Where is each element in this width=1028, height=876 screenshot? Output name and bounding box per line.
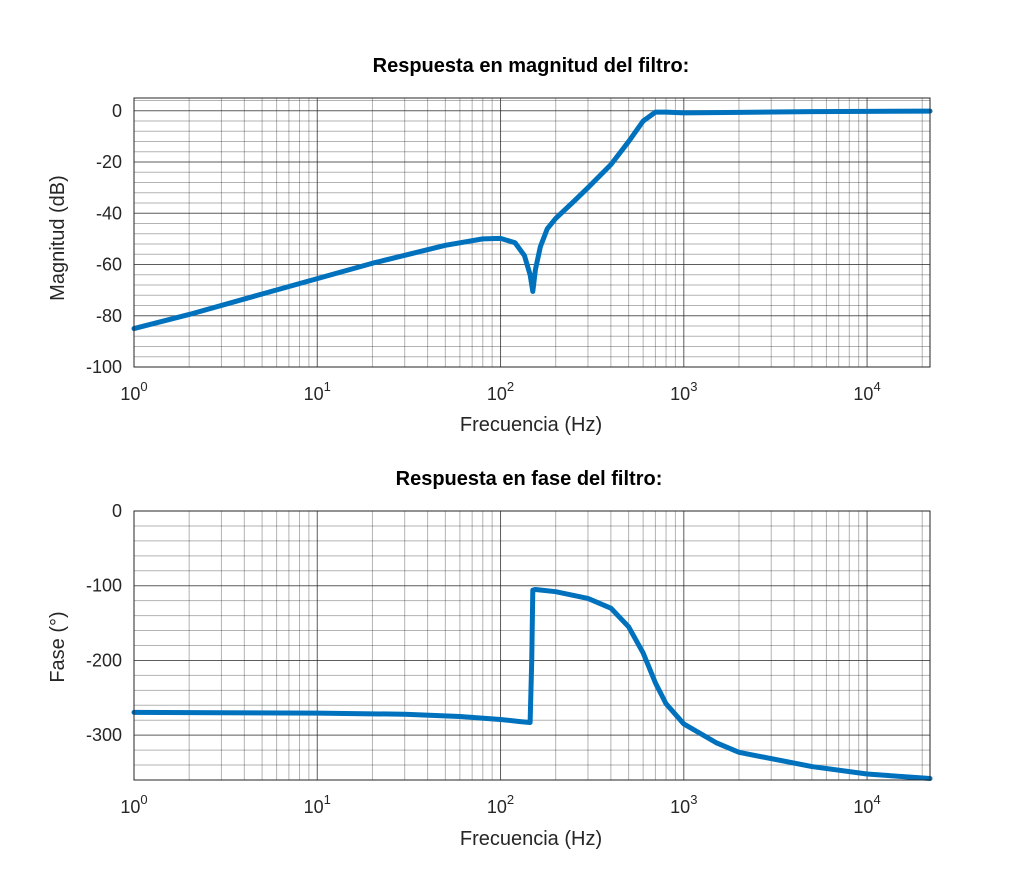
- phase-x-tick-label: 103: [670, 792, 697, 817]
- phase-y-ticks: 0 -100 -200 -300: [86, 501, 122, 745]
- phase-series: [131, 586, 933, 782]
- phase-x-tick-label: 101: [304, 792, 331, 817]
- magnitude-x-tick-label: 101: [304, 379, 331, 404]
- magnitude-y-ticks: 0 -20 -40 -60 -80 -100: [86, 101, 122, 377]
- magnitude-x-tick-label: 102: [487, 379, 514, 404]
- magnitude-x-tick-label: 103: [670, 379, 697, 404]
- phase-plot-title: Respuesta en fase del filtro:: [396, 468, 663, 490]
- magnitude-x-tick-label: 100: [120, 379, 147, 404]
- phase-axes-frame: [133, 510, 931, 781]
- magnitude-y-tick-label: -80: [96, 306, 122, 326]
- phase-y-tick-label: 0: [112, 501, 122, 521]
- magnitude-series: [131, 108, 933, 332]
- phase-x-ticks: 100 101 102 103 104: [120, 792, 880, 817]
- magnitude-y-tick-label: -40: [96, 203, 122, 223]
- phase-series-line: [131, 586, 933, 782]
- phase-y-tick-label: -300: [86, 725, 122, 745]
- magnitude-plot: Respuesta en magnitud del filtro: 0 -20 -4…: [47, 55, 933, 436]
- magnitude-plot-title: Respuesta en magnitud del filtro:: [373, 55, 690, 77]
- phase-y-tick-label: -200: [86, 650, 122, 670]
- magnitude-y-tick-label: -20: [96, 152, 122, 172]
- magnitude-x-ticks: 100 101 102 103 104: [120, 379, 880, 404]
- phase-x-axis-label: Frecuencia (Hz): [460, 828, 602, 850]
- phase-x-tick-label: 100: [120, 792, 147, 817]
- phase-y-axis-label: Fase (°): [47, 611, 69, 682]
- magnitude-x-tick-label: 104: [853, 379, 880, 404]
- magnitude-series-line: [131, 108, 933, 332]
- magnitude-y-axis-label: Magnitud (dB): [47, 175, 69, 301]
- magnitude-y-tick-label: -100: [86, 357, 122, 377]
- magnitude-axes-frame: [133, 97, 931, 368]
- magnitude-x-axis-label: Frecuencia (Hz): [460, 414, 602, 436]
- phase-x-tick-label: 102: [487, 792, 514, 817]
- magnitude-y-tick-label: 0: [112, 101, 122, 121]
- magnitude-y-tick-label: -60: [96, 255, 122, 275]
- phase-y-tick-label: -100: [86, 576, 122, 596]
- phase-x-tick-label: 104: [853, 792, 880, 817]
- magnitude-grid: [133, 98, 930, 368]
- phase-plot: Respuesta en fase del filtro: 0 -100 -200 -…: [47, 468, 933, 850]
